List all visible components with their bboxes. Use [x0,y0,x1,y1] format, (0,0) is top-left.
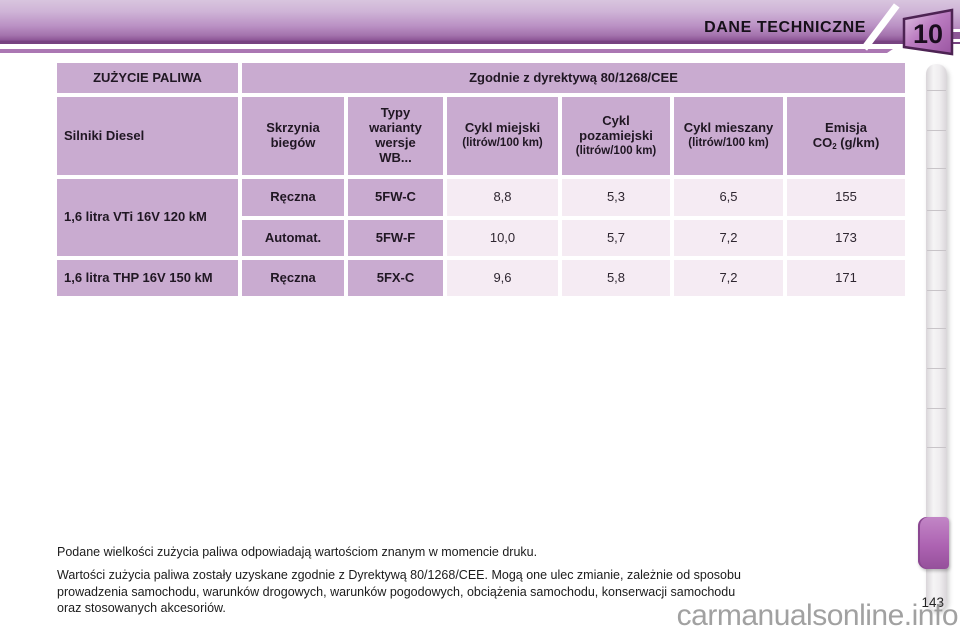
section-title-cell: ZUŻYCIE PALIWA [57,63,238,93]
extra-urban-value-cell: 5,3 [562,179,670,216]
chapter-tick [927,408,946,409]
page-edge-strip [926,64,947,610]
chapter-tick [927,447,946,448]
watermark: carmanualsonline.info [676,599,959,632]
combined-value-cell: 7,2 [674,220,783,256]
co2-value-cell: 173 [787,220,905,256]
urban-cycle-label: Cykl miejski [464,120,541,136]
urban-value-cell: 10,0 [447,220,558,256]
column-header-co2-emission: Emisja CO2 (g/km) [787,97,905,175]
combined-value-cell: 7,2 [674,260,783,296]
column-header-combined-cycle: Cykl mieszany (litrów/100 km) [674,97,783,175]
extra-urban-value-cell: 5,7 [562,220,670,256]
chapter-number: 10 [913,19,943,49]
gearbox-cell: Automat. [242,220,344,256]
urban-cycle-unit: (litrów/100 km) [462,137,543,150]
co2-emission-label: Emisja [825,119,867,135]
extra-urban-cycle-unit: (litrów/100 km) [575,144,657,157]
gearbox-cell: Ręczna [242,179,344,216]
chapter-tick [927,290,946,291]
chapter-tick [927,168,946,169]
footnote-paragraph: Wartości zużycia paliwa zostały uzyskane… [57,568,741,615]
combined-cycle-label: Cykl mieszany [683,120,774,136]
type-code-cell: 5FX-C [348,260,443,296]
directive-title-cell: Zgodnie z dyrektywą 80/1268/CEE [242,63,905,93]
engine-cell-thp: 1,6 litra THP 16V 150 kM [57,260,238,296]
footnotes: Podane wielkości zużycia paliwa odpowiad… [57,544,909,616]
urban-value-cell: 8,8 [447,179,558,216]
combined-cycle-unit: (litrów/100 km) [688,137,769,150]
urban-value-cell: 9,6 [447,260,558,296]
type-code-cell: 5FW-C [348,179,443,216]
chapter-tick [927,130,946,131]
footnote-paragraph: Podane wielkości zużycia paliwa odpowiad… [57,545,538,559]
engine-column-header: Silniki Diesel [57,97,238,175]
chapter-badge-shape: 10 [902,8,954,56]
combined-value-cell: 6,5 [674,179,783,216]
header-accent-stripe [0,49,893,53]
column-header-type: Typy warianty wersje WB... [348,97,443,175]
chapter-tick [927,250,946,251]
extra-urban-cycle-label: Cykl pozamiejski [579,112,653,143]
gearbox-cell: Ręczna [242,260,344,296]
column-header-urban-cycle: Cykl miejski (litrów/100 km) [447,97,558,175]
co2-value-cell: 171 [787,260,905,296]
chapter-10-edge-tab [918,517,949,569]
column-header-extra-urban-cycle: Cykl pozamiejski (litrów/100 km) [562,97,670,175]
co2-emission-unit: CO2 (g/km) [812,134,880,151]
engine-cell-vti: 1,6 litra VTi 16V 120 kM [57,179,238,256]
extra-urban-value-cell: 5,8 [562,260,670,296]
chapter-tick [927,90,946,91]
header-bar [0,0,960,44]
co2-value-cell: 155 [787,179,905,216]
chapter-badge: 10 [902,8,955,61]
chapter-tick [927,368,946,369]
column-header-gearbox: Skrzynia biegów [242,97,344,175]
page-number: 143 [921,595,944,610]
chapter-tick [927,210,946,211]
page-title: DANE TECHNICZNE [704,19,866,36]
type-code-cell: 5FW-F [348,220,443,256]
fuel-consumption-table: ZUŻYCIE PALIWA Zgodnie z dyrektywą 80/12… [57,63,905,296]
chapter-tick [927,328,946,329]
